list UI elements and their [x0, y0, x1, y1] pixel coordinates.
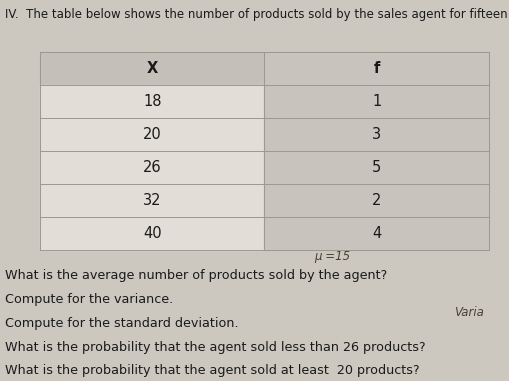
- Text: 3: 3: [372, 127, 381, 142]
- Bar: [40, 52, 265, 85]
- Bar: [40, 118, 265, 151]
- Bar: [265, 184, 489, 217]
- Text: Compute for the variance.: Compute for the variance.: [5, 293, 174, 306]
- Text: IV.  The table below shows the number of products sold by the sales agent for fi: IV. The table below shows the number of …: [5, 8, 509, 21]
- Text: 1: 1: [372, 94, 381, 109]
- Bar: [265, 85, 489, 118]
- Text: 40: 40: [143, 226, 161, 241]
- Text: X: X: [147, 61, 158, 76]
- Text: 18: 18: [143, 94, 161, 109]
- Bar: [40, 217, 265, 250]
- Bar: [265, 118, 489, 151]
- Bar: [265, 151, 489, 184]
- Bar: [40, 151, 265, 184]
- Text: 5: 5: [372, 160, 381, 175]
- Text: μ =15: μ =15: [315, 250, 351, 263]
- Bar: [40, 184, 265, 217]
- Text: What is the probability that the agent sold at least  20 products?: What is the probability that the agent s…: [5, 365, 420, 378]
- Text: What is the average number of products sold by the agent?: What is the average number of products s…: [5, 269, 387, 282]
- Text: 20: 20: [143, 127, 162, 142]
- Bar: [265, 52, 489, 85]
- Bar: [265, 217, 489, 250]
- Text: 4: 4: [372, 226, 381, 241]
- Text: f: f: [374, 61, 380, 76]
- Bar: [40, 85, 265, 118]
- Text: Varia: Varia: [454, 306, 484, 319]
- Text: 2: 2: [372, 193, 381, 208]
- Text: Compute for the standard deviation.: Compute for the standard deviation.: [5, 317, 239, 330]
- Text: 32: 32: [143, 193, 161, 208]
- Text: 26: 26: [143, 160, 161, 175]
- Text: What is the probability that the agent sold less than 26 products?: What is the probability that the agent s…: [5, 341, 426, 354]
